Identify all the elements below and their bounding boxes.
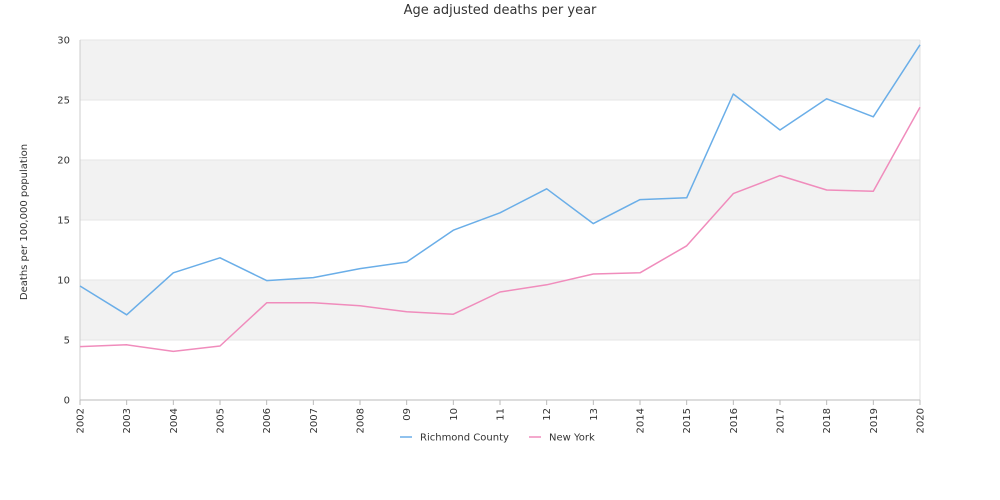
y-tick-label: 5 bbox=[64, 336, 70, 347]
legend: Richmond County New York bbox=[400, 433, 595, 444]
y-axis-title: Deaths per 100,000 population bbox=[19, 144, 30, 300]
series-line-richmond-county bbox=[79, 44, 921, 316]
y-tick-label: 30 bbox=[57, 36, 70, 47]
x-tick-label: 2003 bbox=[122, 408, 133, 433]
x-tick-label: 2006 bbox=[262, 408, 273, 433]
grid-band bbox=[80, 100, 920, 160]
y-tick-label: 15 bbox=[57, 216, 70, 227]
x-tick-label: 2002 bbox=[76, 408, 87, 433]
x-tick-label: 2018 bbox=[822, 408, 833, 433]
x-tick-label: 2008 bbox=[356, 408, 367, 433]
x-tick-label: 2007 bbox=[309, 408, 320, 433]
series-lines bbox=[79, 44, 921, 353]
x-tick-label: 2020 bbox=[916, 408, 927, 433]
x-tick-label: 2019 bbox=[869, 408, 880, 433]
x-tick-label: 09 bbox=[402, 408, 413, 421]
chart-title: Age adjusted deaths per year bbox=[403, 3, 597, 18]
grid-band bbox=[80, 40, 920, 100]
x-tick-label: 2004 bbox=[169, 408, 180, 433]
x-tick-label: 2014 bbox=[636, 408, 647, 433]
grid-band bbox=[80, 340, 920, 400]
x-axis: 2002 2003 2004 2005 2006 2007 2008 09 10 11 12 13 20… bbox=[76, 400, 927, 433]
x-tick-label: 2005 bbox=[216, 408, 227, 433]
x-tick-label: 11 bbox=[496, 408, 507, 421]
x-tick-label: 2016 bbox=[729, 408, 740, 433]
grid-band bbox=[80, 220, 920, 280]
background-bands bbox=[80, 39, 920, 401]
x-tick-label: 10 bbox=[449, 408, 460, 421]
series-line-new-york bbox=[79, 106, 921, 353]
x-tick-label: 2015 bbox=[682, 408, 693, 433]
y-tick-label: 0 bbox=[64, 396, 70, 407]
y-axis: 0 5 10 15 20 25 30 bbox=[57, 36, 70, 407]
x-tick-label: 2017 bbox=[776, 408, 787, 433]
x-tick-label: 13 bbox=[589, 408, 600, 421]
y-tick-label: 20 bbox=[57, 156, 70, 167]
x-tick-label: 12 bbox=[542, 408, 553, 421]
legend-label[interactable]: New York bbox=[549, 433, 595, 444]
grid-band bbox=[80, 160, 920, 220]
legend-label[interactable]: Richmond County bbox=[420, 433, 509, 444]
grid-band bbox=[80, 280, 920, 340]
y-tick-label: 10 bbox=[57, 276, 70, 287]
y-tick-label: 25 bbox=[57, 96, 70, 107]
